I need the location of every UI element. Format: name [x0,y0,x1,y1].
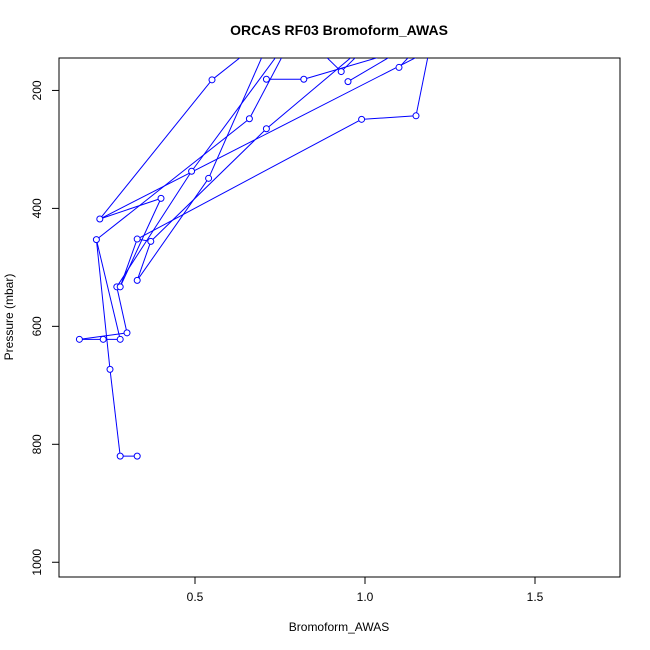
plot-frame [58,57,621,578]
data-point [96,215,104,223]
series-line-segment [136,118,362,240]
series-line-segment [150,128,267,242]
series-line-segment [361,115,417,120]
y-tick-label: 1000 [30,549,44,576]
series-line-segment [109,369,121,457]
data-point [133,235,141,243]
data-point [116,452,124,460]
series-line-segment [119,198,162,288]
series-bromoform [75,58,429,460]
series-line-segment [119,238,138,287]
data-point [245,115,253,123]
data-point [157,194,165,202]
chart-title: ORCAS RF03 Bromoform_AWAS [230,22,448,38]
y-tick-label: 200 [30,80,44,100]
series-line-segment [211,58,241,81]
data-point [92,236,100,244]
series-line-segment [99,197,162,220]
data-point [395,63,403,71]
data-point [188,167,196,175]
y-tick-label: 600 [30,316,44,336]
series-line-segment [266,58,352,130]
data-point [208,76,216,84]
y-axis-label: Pressure (mbar) [2,274,16,361]
y-axis: 200 400 600 800 1000 [30,80,59,576]
x-tick-label: 0.5 [187,590,204,604]
series-line-segment [116,286,128,333]
data-point [75,335,83,343]
series-line-segment [347,58,389,83]
data-point [358,115,366,123]
data-point [106,365,114,373]
series-line-segment [136,241,152,281]
series-line-segment [340,58,356,72]
x-tick-label: 1.5 [527,590,544,604]
data-point [205,174,213,182]
series-line-segment [99,58,417,220]
data-point [99,335,107,343]
x-tick-label: 1.0 [357,590,374,604]
y-tick-label: 800 [30,434,44,454]
series-line-segment [415,58,429,116]
x-axis-label: Bromoform_AWAS [289,620,389,634]
series-line-segment [398,58,409,68]
series-line-segment [96,118,250,241]
series-line-segment [136,178,210,281]
data-point [116,335,124,343]
series-line-segment [326,58,342,72]
data-point [116,283,124,291]
series-line-segment [248,58,283,119]
y-tick-label: 400 [30,198,44,218]
data-point [262,125,270,133]
data-point [133,276,141,284]
series-line-segment [191,58,276,172]
data-point [133,452,141,460]
series-line-segment [99,79,213,220]
x-axis: 0.5 1.0 1.5 [187,577,544,604]
data-point [300,75,308,83]
data-point [262,75,270,83]
series-line-segment [95,239,111,370]
data-point [337,68,345,76]
data-point [147,237,155,245]
series-line-segment [303,58,379,80]
series-line-segment [95,239,121,340]
data-point [123,329,131,337]
data-point [412,112,420,120]
data-point [344,78,352,86]
